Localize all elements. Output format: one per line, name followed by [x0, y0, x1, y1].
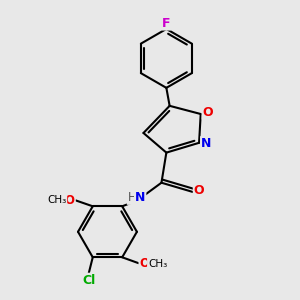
Text: N: N: [201, 137, 211, 150]
Text: O: O: [140, 257, 149, 270]
Text: N: N: [135, 191, 146, 204]
Text: O: O: [194, 184, 204, 197]
Text: F: F: [162, 16, 171, 30]
Text: O: O: [65, 194, 75, 207]
Text: CH₃: CH₃: [148, 259, 167, 269]
Text: H: H: [128, 191, 136, 204]
Text: CH₃: CH₃: [47, 195, 66, 205]
Text: O: O: [202, 106, 213, 119]
Text: Cl: Cl: [82, 274, 95, 287]
